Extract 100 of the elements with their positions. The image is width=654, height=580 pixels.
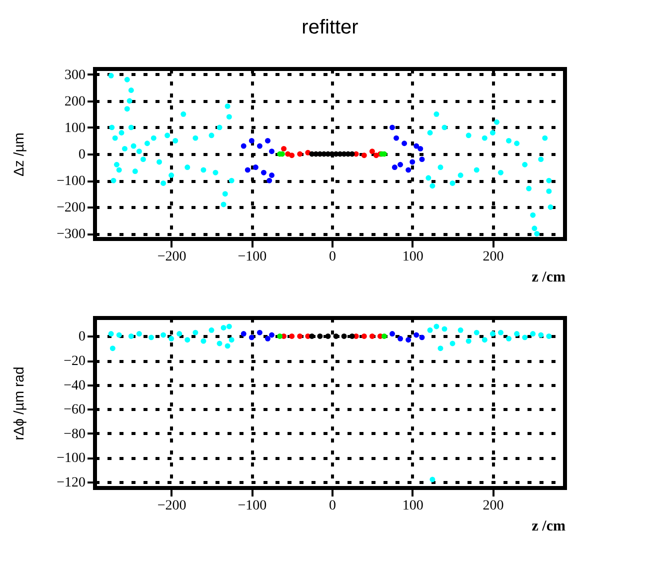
- point: [108, 331, 114, 337]
- point: [309, 333, 315, 339]
- point: [392, 164, 398, 170]
- point: [450, 340, 456, 346]
- point: [281, 146, 287, 152]
- point: [200, 338, 206, 344]
- point: [361, 333, 367, 339]
- point: [228, 337, 234, 343]
- point: [248, 138, 254, 144]
- x-tick-label: 100: [402, 250, 424, 264]
- point: [110, 346, 116, 352]
- point: [248, 334, 254, 340]
- y-tick-label: −20: [64, 354, 86, 369]
- point: [369, 333, 375, 339]
- point: [240, 331, 246, 337]
- point: [264, 138, 270, 144]
- point: [260, 170, 266, 176]
- y-tick-label: −120: [56, 475, 86, 490]
- y-axis-title: Δz /µm: [10, 132, 27, 176]
- point: [430, 476, 436, 482]
- x-tick-label: 200: [482, 498, 504, 514]
- y-tick-label: 200: [64, 94, 86, 110]
- point: [244, 167, 250, 173]
- point: [297, 333, 303, 339]
- point: [546, 333, 552, 339]
- point: [406, 337, 412, 343]
- point: [381, 333, 387, 339]
- x-tick-label: 0: [329, 498, 336, 514]
- point: [168, 336, 174, 342]
- y-tick-label: 100: [64, 120, 86, 136]
- point: [398, 336, 404, 342]
- point: [256, 330, 262, 336]
- point: [414, 332, 420, 338]
- point: [390, 331, 396, 337]
- point: [458, 327, 464, 333]
- point: [269, 148, 274, 154]
- point: [289, 152, 295, 158]
- point: [390, 124, 396, 130]
- point: [427, 327, 433, 333]
- point: [128, 333, 134, 339]
- point: [220, 324, 226, 330]
- point: [256, 143, 262, 149]
- point: [240, 143, 246, 149]
- point: [266, 178, 272, 184]
- x-tick-label: −200: [157, 250, 186, 264]
- point: [538, 332, 544, 338]
- point: [438, 346, 444, 352]
- point: [490, 331, 496, 337]
- y-tick-label: −300: [56, 227, 86, 242]
- point: [522, 334, 528, 340]
- chart-title: refitter: [302, 16, 359, 38]
- point: [160, 332, 166, 338]
- x-axis-title: z /cm: [532, 270, 566, 286]
- point: [530, 331, 536, 337]
- y-tick-label: −200: [56, 200, 86, 216]
- point: [176, 331, 182, 337]
- point: [442, 326, 448, 332]
- point: [297, 151, 303, 157]
- x-axis-title: z /cm: [532, 518, 566, 534]
- x-tick-label: −200: [157, 498, 186, 514]
- point: [402, 140, 408, 146]
- point: [349, 333, 355, 339]
- y-tick-label: 300: [64, 68, 86, 83]
- y-tick-label: 0: [78, 330, 86, 345]
- y-tick-label: −80: [64, 426, 86, 442]
- point: [116, 332, 122, 338]
- point: [466, 338, 472, 344]
- x-tick-label: −100: [238, 250, 267, 264]
- point: [317, 333, 323, 339]
- point: [434, 324, 440, 330]
- point: [269, 172, 274, 178]
- point: [224, 343, 230, 349]
- point: [398, 162, 404, 168]
- point: [410, 159, 416, 165]
- point: [252, 164, 258, 170]
- point: [333, 333, 339, 339]
- x-tick-label: −100: [238, 498, 267, 514]
- point: [192, 330, 198, 336]
- point: [369, 148, 375, 154]
- point: [419, 334, 425, 340]
- y-axis-title: rΔϕ /µm rad: [10, 366, 27, 440]
- point: [226, 324, 232, 330]
- point: [208, 327, 214, 333]
- point: [514, 331, 520, 337]
- point: [341, 333, 347, 339]
- point: [498, 330, 504, 336]
- point: [419, 156, 425, 162]
- point: [136, 331, 142, 337]
- point: [406, 167, 412, 173]
- x-tick-label: 100: [402, 498, 424, 514]
- point: [264, 336, 270, 342]
- y-tick-label: −40: [64, 378, 86, 394]
- point: [482, 337, 488, 343]
- point: [289, 333, 295, 339]
- point: [269, 332, 274, 338]
- point: [148, 334, 154, 340]
- y-tick-label: −60: [64, 402, 86, 418]
- point: [277, 333, 283, 339]
- y-tick-label: −100: [56, 174, 86, 190]
- x-tick-label: 200: [482, 250, 504, 264]
